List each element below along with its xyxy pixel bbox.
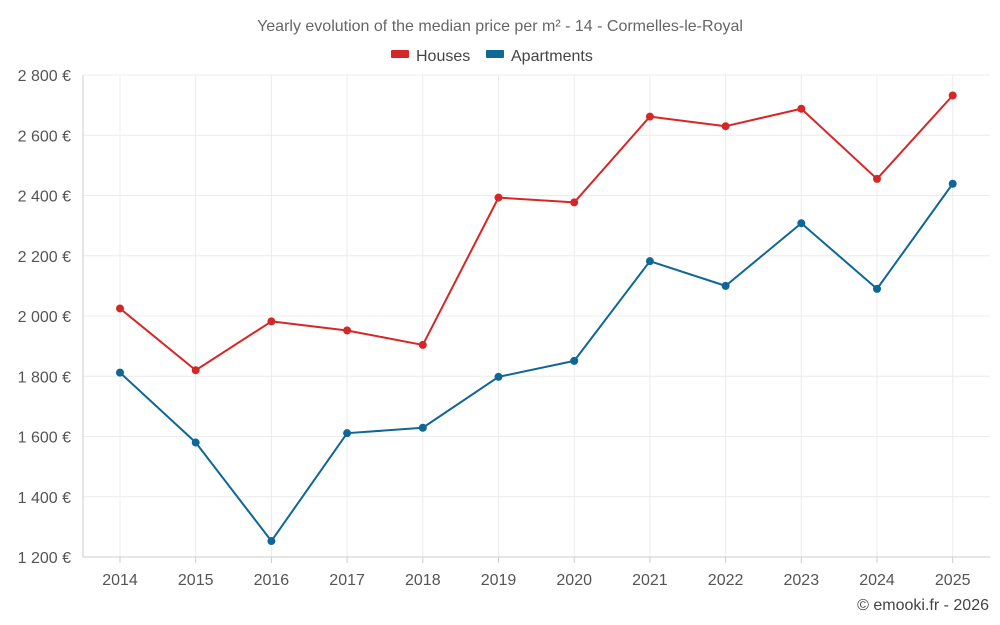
data-point-houses[interactable] [797,104,806,113]
series-line-houses [119,94,954,372]
y-axis: 1 200 € 1 400 € 1 600 € 1 800 € 2 000 € 2 200… [18,68,84,567]
legend: Houses Apartments [391,48,593,65]
data-point-apartments[interactable] [721,281,730,290]
legend-swatch-houses[interactable] [391,50,409,58]
y-tick-label: 1 200 € [18,550,71,567]
x-tick-label: 2016 [254,572,290,589]
data-point-houses[interactable] [570,198,579,207]
series [116,91,957,546]
series-line-apartments [119,183,954,543]
data-point-houses[interactable] [116,304,124,313]
chart-title: Yearly evolution of the median price per… [257,18,743,35]
legend-label-houses[interactable]: Houses [416,48,470,65]
x-tick-label: 2021 [632,572,668,589]
data-point-apartments[interactable] [873,284,881,293]
y-tick-label: 2 400 € [18,189,71,206]
y-tick-label: 2 200 € [18,249,71,266]
x-axis: 2014 2015 2016 2017 2018 2019 2020 2021 2022 2023… [83,556,990,589]
credit-text: © emooki.fr - 2026 [857,597,989,614]
data-point-apartments[interactable] [191,438,200,447]
data-point-houses[interactable] [191,366,200,375]
x-tick-label: 2022 [708,572,744,589]
x-tick-label: 2020 [556,572,592,589]
x-tick-label: 2014 [102,572,138,589]
x-tick-label: 2023 [784,572,820,589]
x-tick-label: 2019 [481,572,517,589]
data-point-houses[interactable] [948,91,957,100]
y-tick-label: 1 600 € [18,430,71,447]
grid [83,74,990,558]
data-point-apartments[interactable] [116,368,124,377]
x-tick-label: 2018 [405,572,441,589]
y-tick-label: 2 000 € [18,309,71,326]
data-point-houses[interactable] [645,112,654,121]
legend-swatch-apartments[interactable] [486,50,504,58]
x-tick-label: 2025 [935,572,971,589]
data-point-apartments[interactable] [645,257,654,266]
y-tick-label: 1 400 € [18,490,71,507]
x-tick-label: 2015 [178,572,214,589]
data-point-houses[interactable] [267,317,276,326]
data-point-apartments[interactable] [570,356,579,365]
data-point-apartments[interactable] [343,429,352,438]
y-tick-label: 2 600 € [18,128,71,145]
data-point-houses[interactable] [343,326,352,335]
x-tick-label: 2017 [329,572,365,589]
data-point-apartments[interactable] [948,179,957,188]
y-tick-label: 1 800 € [18,369,71,386]
data-point-apartments[interactable] [797,219,806,228]
data-point-houses[interactable] [873,174,881,183]
data-point-houses[interactable] [494,193,503,202]
data-point-apartments[interactable] [267,537,276,546]
data-point-houses[interactable] [418,340,427,349]
data-point-apartments[interactable] [494,372,503,381]
legend-label-apartments[interactable]: Apartments [511,48,593,65]
data-point-apartments[interactable] [418,423,427,432]
x-tick-label: 2024 [859,572,895,589]
data-point-houses[interactable] [721,122,730,131]
y-tick-label: 2 800 € [18,68,71,85]
